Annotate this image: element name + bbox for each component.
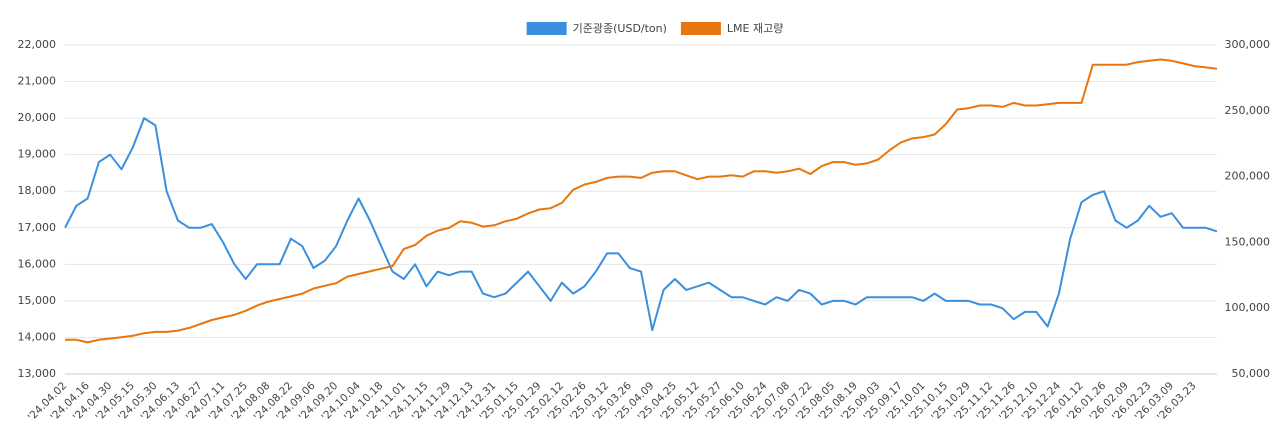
y-tick-label: 22,000 bbox=[18, 38, 57, 51]
y-tick-label: 14,000 bbox=[18, 330, 57, 343]
y-tick-label: 17,000 bbox=[18, 221, 57, 234]
y2-tick-label: 250,000 bbox=[1225, 104, 1271, 117]
series-line bbox=[65, 58, 1218, 344]
legend-label: LME 재고량 bbox=[727, 22, 783, 35]
y2-tick-label: 100,000 bbox=[1225, 301, 1271, 314]
y-tick-label: 19,000 bbox=[18, 148, 57, 161]
y-tick-label: 18,000 bbox=[18, 184, 57, 197]
y2-tick-label: 50,000 bbox=[1232, 367, 1271, 380]
y-tick-label: 13,000 bbox=[18, 367, 57, 380]
y-tick-label: 15,000 bbox=[18, 294, 57, 307]
y-tick-label: 21,000 bbox=[18, 75, 57, 88]
y-tick-label: 16,000 bbox=[18, 257, 57, 270]
y2-tick-label: 150,000 bbox=[1225, 235, 1271, 248]
legend: 기준광종(USD/ton) LME 재고량 bbox=[526, 22, 783, 35]
y2-tick-label: 200,000 bbox=[1225, 170, 1271, 183]
y2-tick-label: 300,000 bbox=[1225, 38, 1271, 51]
series-line bbox=[64, 117, 1218, 332]
y-tick-label: 20,000 bbox=[18, 111, 57, 124]
legend-swatch bbox=[526, 22, 567, 35]
legend-swatch bbox=[680, 22, 721, 35]
legend-label: 기준광종(USD/ton) bbox=[573, 22, 667, 35]
